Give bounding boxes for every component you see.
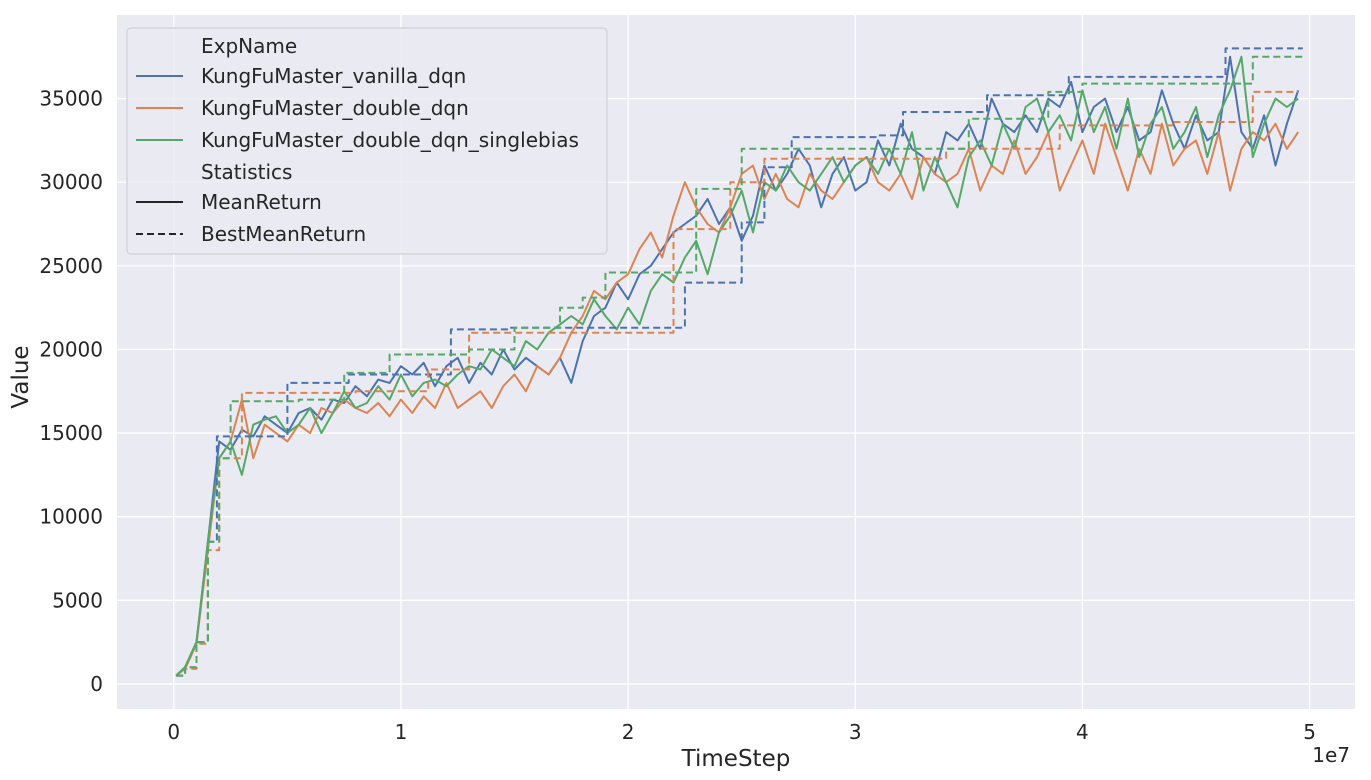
y-axis-label: Value bbox=[8, 345, 34, 408]
y-tick-label: 15000 bbox=[39, 421, 103, 445]
legend-entry-best-mean-return: BestMeanReturn bbox=[201, 222, 366, 246]
y-tick-label: 30000 bbox=[39, 170, 103, 194]
y-tick-label: 5000 bbox=[52, 588, 103, 612]
legend-entry-vanilla: KungFuMaster_vanilla_dqn bbox=[201, 64, 466, 88]
x-tick-label: 5 bbox=[1303, 720, 1316, 744]
x-tick-label: 3 bbox=[849, 720, 862, 744]
series-lines bbox=[175, 47, 1303, 677]
x-tick-labels: 0 1 2 3 4 5 bbox=[167, 720, 1316, 744]
y-tick-label: 20000 bbox=[39, 337, 103, 361]
legend-entry-double: KungFuMaster_double_dqn bbox=[201, 96, 469, 120]
legend-entry-singlebias: KungFuMaster_double_dqn_singlebias bbox=[201, 128, 579, 152]
y-tick-labels: 0 5000 10000 15000 20000 25000 30000 35000 bbox=[39, 87, 103, 696]
legend-box bbox=[126, 27, 608, 255]
legend-hue-title: ExpName bbox=[201, 34, 297, 58]
x-tick-label: 0 bbox=[167, 720, 180, 744]
y-tick-label: 35000 bbox=[39, 87, 103, 111]
legend-entry-mean-return: MeanReturn bbox=[201, 190, 322, 214]
grid-lines bbox=[117, 15, 1355, 709]
series-line-kungfumaster-double-dqn-mean-return bbox=[175, 122, 1300, 677]
y-tick-label: 0 bbox=[90, 672, 103, 696]
x-axis-label: TimeStep bbox=[681, 746, 791, 772]
series-line-kungfumaster-vanilla-dqn-mean-return bbox=[175, 55, 1300, 677]
y-tick-label: 25000 bbox=[39, 254, 103, 278]
y-tick-label: 10000 bbox=[39, 505, 103, 529]
series-line-kungfumaster-double-dqn-singlebias-mean-return bbox=[175, 55, 1299, 677]
legend: ExpName KungFuMaster_vanilla_dqn KungFuM… bbox=[126, 27, 608, 255]
x-tick-label: 1 bbox=[395, 720, 408, 744]
x-tick-label: 2 bbox=[622, 720, 635, 744]
x-offset-label: 1e7 bbox=[1312, 743, 1350, 767]
x-tick-label: 4 bbox=[1076, 720, 1089, 744]
series-line-kungfumaster-double-dqn-singlebias-best-mean-return bbox=[176, 55, 1303, 677]
legend-style-title: Statistics bbox=[201, 160, 292, 184]
